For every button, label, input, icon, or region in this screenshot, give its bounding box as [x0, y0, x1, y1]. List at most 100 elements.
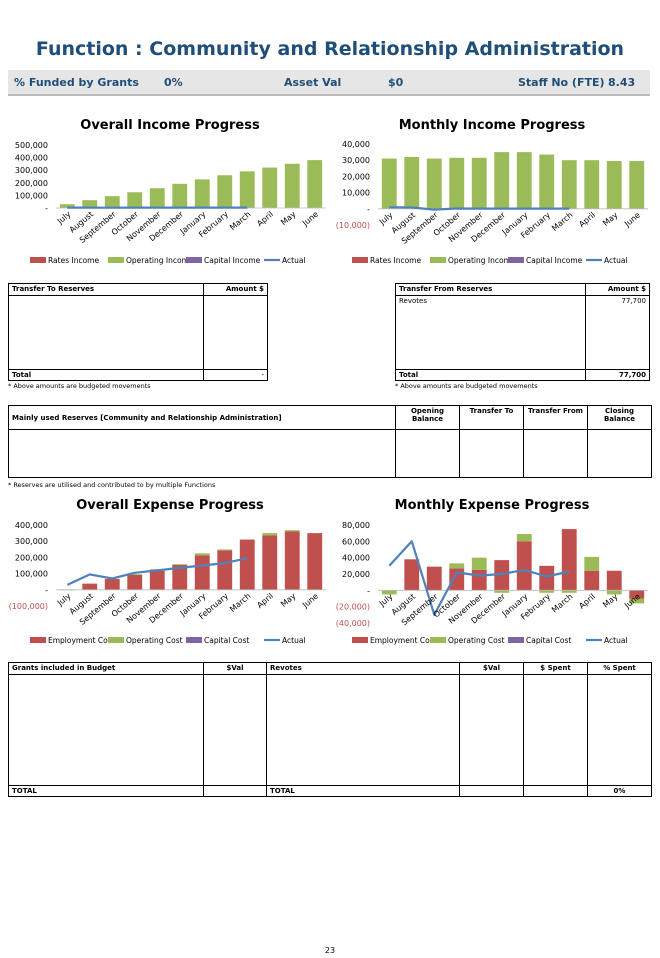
- bar: [127, 192, 143, 208]
- summary-value: 0%: [164, 76, 183, 89]
- bar: [606, 590, 622, 595]
- transfer-from-table: Transfer From Reserves Amount $ Revotes 77…: [395, 283, 650, 381]
- cell: [8, 295, 204, 370]
- x-tick-label: March: [228, 591, 252, 614]
- bar: [539, 590, 555, 593]
- cell: [459, 429, 524, 478]
- x-tick-label: June: [622, 210, 642, 229]
- legend-label: Capital Cost: [526, 636, 571, 645]
- y-tick-label: -: [45, 204, 48, 213]
- bar: [59, 204, 75, 208]
- header-cell: Closing Balance: [587, 405, 652, 430]
- total-cell: -: [203, 369, 268, 381]
- chart: Overall Income Progress - 100,000 200,000 30…: [15, 118, 326, 265]
- note: * Above amounts are budgeted movements: [8, 382, 151, 390]
- bar: [217, 549, 233, 551]
- legend-label: Actual: [604, 636, 628, 645]
- x-tick-label: July: [55, 209, 73, 226]
- header-cell: Transfer To Reserves: [8, 283, 204, 296]
- page-title: Function : Community and Relationship Ad…: [35, 38, 625, 60]
- x-tick-label: July: [377, 210, 395, 227]
- bar: [284, 530, 300, 532]
- header-cell: Mainly used Reserves [Community and Rela…: [8, 405, 396, 430]
- bar: [404, 559, 420, 591]
- bar: [539, 565, 555, 591]
- legend-label: Employment Cost: [48, 636, 115, 645]
- header-cell: Revotes: [266, 662, 460, 675]
- y-tick-label: 80,000: [342, 521, 370, 530]
- bar: [404, 156, 420, 209]
- cell: [523, 429, 588, 478]
- legend-swatch: [430, 637, 446, 643]
- total-cell: 77,700: [585, 369, 650, 381]
- cell: [523, 785, 588, 797]
- y-tick-label: 40,000: [342, 140, 370, 149]
- legend-label: Operating Cost: [448, 636, 505, 645]
- bar: [262, 533, 278, 536]
- bar: [584, 556, 600, 571]
- bar: [82, 583, 98, 590]
- chart: Overall Expense Progress (100,000) - 100,00…: [9, 498, 326, 645]
- total-cell: Total: [395, 369, 586, 381]
- bar: [194, 555, 210, 590]
- bar: [561, 160, 577, 209]
- bar: [471, 569, 487, 591]
- legend-label: Employment Cost: [370, 636, 437, 645]
- summary-label: Asset Val: [284, 76, 342, 89]
- bar: [172, 565, 188, 590]
- x-tick-label: March: [550, 210, 574, 233]
- x-tick-label: June: [300, 210, 320, 229]
- cell: [395, 429, 460, 478]
- bar: [629, 598, 645, 604]
- bar: [471, 157, 487, 209]
- chart: Monthly Income Progress (10,000) - 10,000 20…: [336, 118, 648, 265]
- bar: [217, 550, 233, 590]
- y-tick-label: 40,000: [342, 554, 370, 563]
- x-tick-label: April: [577, 210, 597, 229]
- header-cell: Amount $: [585, 283, 650, 296]
- x-tick-label: May: [601, 592, 620, 610]
- bar: [539, 154, 555, 209]
- x-tick-label: March: [228, 210, 252, 233]
- legend-label: Actual: [282, 256, 306, 265]
- header-cell: Opening Balance: [395, 405, 460, 430]
- legend-swatch: [508, 637, 524, 643]
- legend-swatch: [352, 257, 368, 263]
- y-tick-label: 20,000: [342, 570, 370, 579]
- bar: [606, 161, 622, 209]
- y-tick-label: (20,000): [336, 603, 370, 612]
- summary-label: % Funded by Grants: [14, 76, 139, 89]
- header-cell: Amount $: [203, 283, 268, 296]
- note: * Above amounts are budgeted movements: [395, 382, 538, 390]
- bar: [516, 152, 532, 209]
- legend-label: Actual: [604, 256, 628, 265]
- bar: [584, 570, 600, 591]
- note: * Reserves are utilised and contributed …: [8, 481, 216, 489]
- y-tick-label: 400,000: [15, 521, 48, 530]
- bar: [629, 590, 645, 599]
- bar: [494, 560, 510, 591]
- legend-swatch: [108, 637, 124, 643]
- legend-swatch: [30, 257, 46, 263]
- bar: [381, 590, 397, 595]
- summary-label: Staff No (FTE): [518, 76, 605, 89]
- bar: [127, 574, 143, 590]
- header-cell: Transfer From Reserves: [395, 283, 586, 296]
- bar: [516, 533, 532, 542]
- cell: [459, 785, 524, 797]
- y-tick-label: -: [45, 586, 48, 595]
- bar: [172, 183, 188, 208]
- y-tick-label: 100,000: [15, 191, 48, 200]
- bar: [194, 179, 210, 208]
- page-number: 23: [324, 946, 336, 955]
- bar: [471, 557, 487, 570]
- cell: [459, 674, 524, 786]
- bar: [104, 578, 120, 590]
- bar: [82, 200, 98, 208]
- y-tick-label: 200,000: [15, 179, 48, 188]
- y-tick-label: 500,000: [15, 141, 48, 150]
- bar: [262, 535, 278, 590]
- x-tick-label: June: [300, 591, 320, 610]
- bar: [426, 566, 442, 591]
- bar: [172, 564, 188, 566]
